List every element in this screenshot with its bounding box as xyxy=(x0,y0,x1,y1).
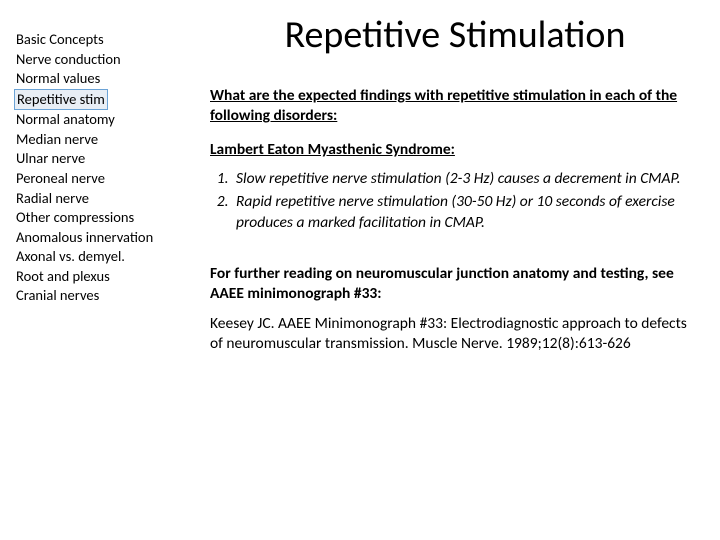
sidebar-item-cranial-nerves[interactable]: Cranial nerves xyxy=(16,286,191,306)
sidebar-item-other-compressions[interactable]: Other compressions xyxy=(16,208,191,228)
sidebar-item-radial-nerve[interactable]: Radial nerve xyxy=(16,189,191,209)
syndrome-subheading: Lambert Eaton Myasthenic Syndrome: xyxy=(210,140,700,159)
sidebar-item-median-nerve[interactable]: Median nerve xyxy=(16,130,191,150)
sidebar-item-repetitive-stim[interactable]: Repetitive stim xyxy=(14,89,108,111)
slide-title: Repetitive Stimulation xyxy=(210,12,700,58)
reference-citation: Keesey JC. AAEE Minimonograph #33: Elect… xyxy=(210,314,700,354)
sidebar-item-root-and-plexus[interactable]: Root and plexus xyxy=(16,267,191,287)
sidebar-item-anomalous-innervation[interactable]: Anomalous innervation xyxy=(16,228,191,248)
findings-list: Slow repetitive nerve stimulation (2-3 H… xyxy=(210,169,700,234)
sidebar-item-peroneal-nerve[interactable]: Peroneal nerve xyxy=(16,169,191,189)
sidebar-item-normal-values[interactable]: Normal values xyxy=(16,69,191,89)
further-reading-intro: For further reading on neuromuscular jun… xyxy=(210,264,700,304)
sidebar-nav: Basic Concepts Nerve conduction Normal v… xyxy=(16,30,191,306)
sidebar-item-ulnar-nerve[interactable]: Ulnar nerve xyxy=(16,149,191,169)
sidebar-item-normal-anatomy[interactable]: Normal anatomy xyxy=(16,110,191,130)
list-item: Slow repetitive nerve stimulation (2-3 H… xyxy=(232,169,700,190)
sidebar-item-basic-concepts[interactable]: Basic Concepts xyxy=(16,30,191,50)
question-text: What are the expected findings with repe… xyxy=(210,86,700,126)
main-content: Repetitive Stimulation What are the expe… xyxy=(210,12,700,355)
sidebar-item-nerve-conduction[interactable]: Nerve conduction xyxy=(16,50,191,70)
list-item: Rapid repetitive nerve stimulation (30-5… xyxy=(232,192,700,234)
sidebar-item-axonal-vs-demyel[interactable]: Axonal vs. demyel. xyxy=(16,247,191,267)
